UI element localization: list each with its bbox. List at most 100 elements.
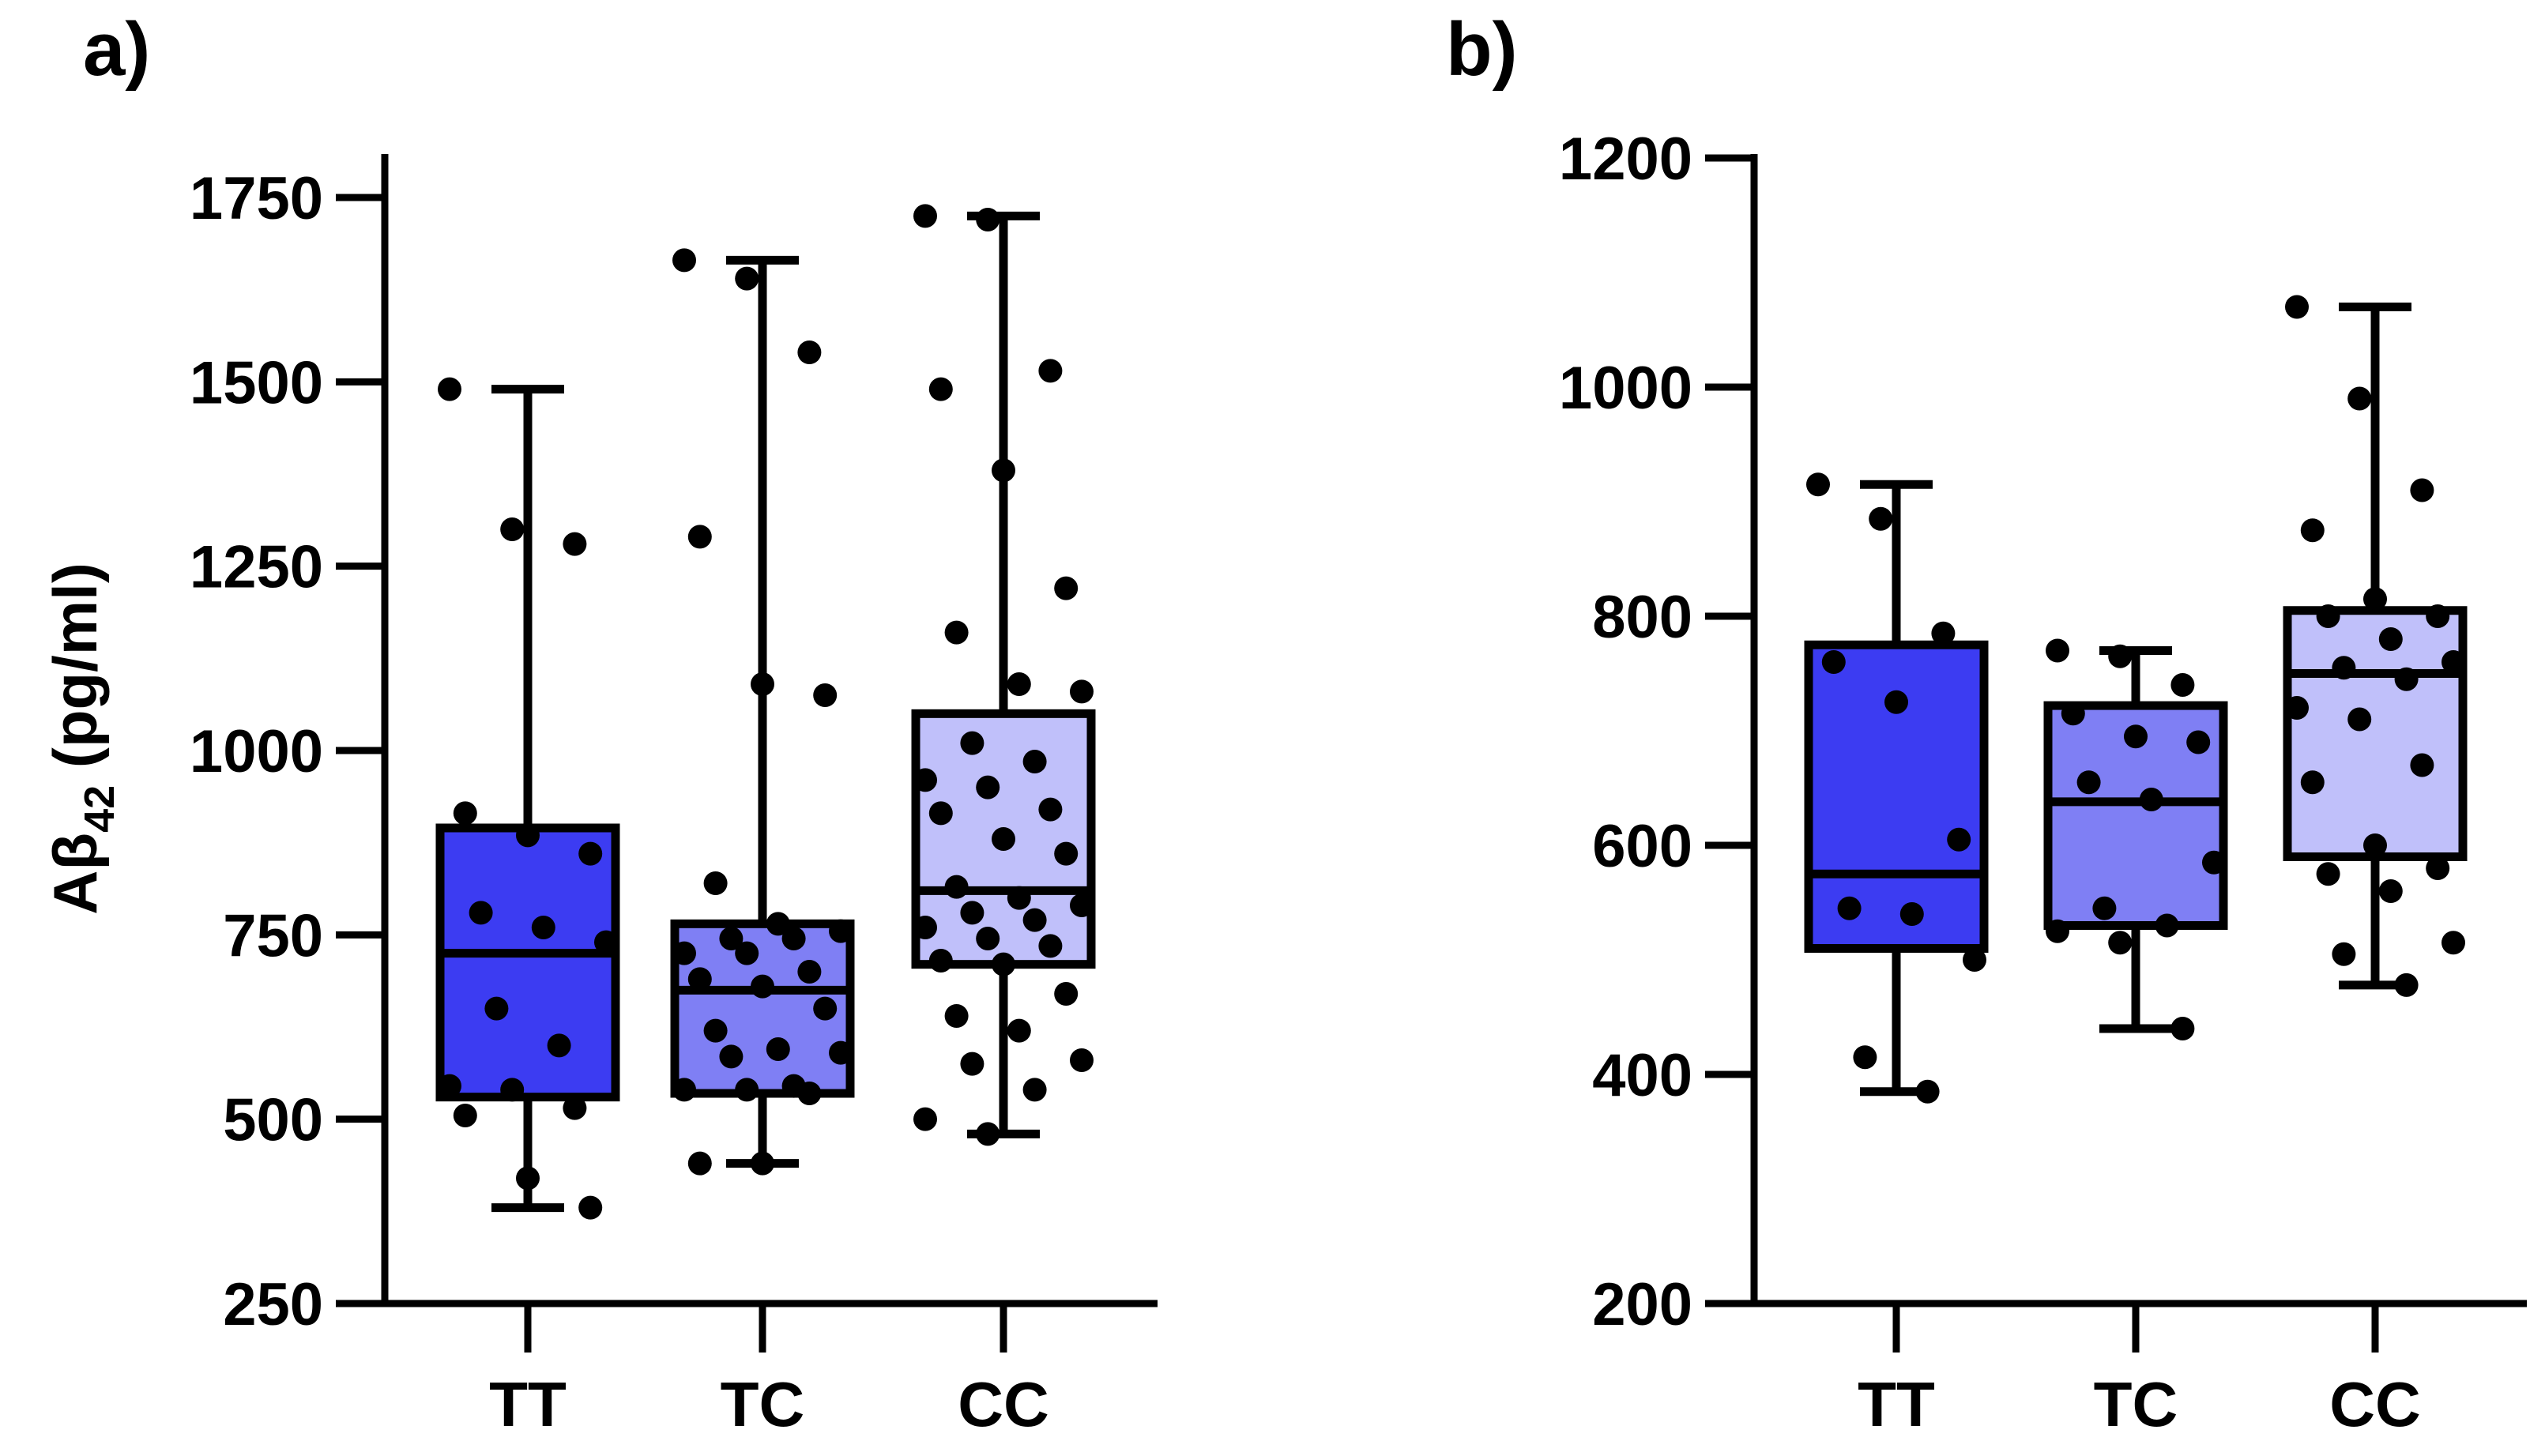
data-point <box>735 1078 759 1102</box>
data-point <box>813 996 838 1021</box>
data-point <box>1915 1079 1940 1104</box>
data-point <box>516 823 540 848</box>
x-category-label-b: CC <box>2329 1369 2421 1439</box>
box-a-TT <box>435 377 620 1220</box>
y-tick-label-b: 800 <box>1592 584 1692 651</box>
data-point <box>1837 896 1862 920</box>
data-point <box>2394 667 2419 691</box>
y-tick-label-b: 400 <box>1592 1042 1692 1109</box>
data-point <box>484 996 509 1021</box>
data-point <box>687 967 712 991</box>
x-category-label-a: CC <box>958 1369 1049 1439</box>
data-point <box>829 919 853 943</box>
data-point <box>813 683 838 707</box>
data-point <box>516 1166 540 1191</box>
data-point <box>1899 902 1924 926</box>
data-point <box>2285 696 2309 720</box>
data-point <box>751 672 774 696</box>
data-point <box>2300 770 2325 795</box>
data-point <box>1947 827 1971 852</box>
data-point <box>500 517 525 541</box>
data-point <box>2426 856 2450 880</box>
axes-a: 250 500 750 1000 1250 1500 1750 TT TC CC <box>190 154 1158 1439</box>
data-point <box>2139 788 2163 811</box>
data-point <box>913 916 937 939</box>
data-point <box>797 340 822 364</box>
data-point <box>2332 656 2356 680</box>
data-point <box>766 1037 790 1061</box>
box-a-CC <box>911 204 1096 1146</box>
x-category-label-b: TC <box>2094 1369 2178 1439</box>
data-point <box>976 208 1000 231</box>
box-a-TC <box>670 248 855 1176</box>
data-point <box>578 841 603 866</box>
data-point <box>2076 770 2101 795</box>
panel-a: a) Aβ42 (pg/ml) 250 500 750 1000 1250 1500 175… <box>40 7 1158 1439</box>
data-point <box>2046 638 2069 663</box>
data-point <box>1022 1078 1047 1102</box>
data-point <box>2441 650 2465 674</box>
data-point <box>2363 833 2387 857</box>
data-point <box>2426 604 2450 628</box>
y-tick-label-a: 250 <box>223 1271 323 1338</box>
data-point <box>944 1004 969 1028</box>
data-point <box>719 927 744 950</box>
data-point <box>1963 948 1986 972</box>
data-point <box>2410 478 2434 502</box>
data-point <box>547 1033 571 1058</box>
data-point <box>2316 604 2340 628</box>
data-point <box>2046 919 2069 943</box>
data-point <box>563 1096 587 1120</box>
data-point <box>960 901 984 925</box>
data-point <box>719 1044 744 1069</box>
data-point <box>1007 886 1031 910</box>
y-tick-label-b: 600 <box>1592 813 1692 880</box>
data-point <box>781 927 806 950</box>
y-tick-label-b: 200 <box>1592 1271 1692 1338</box>
x-category-label-a: TC <box>721 1369 805 1439</box>
data-point <box>2347 386 2372 411</box>
y-tick-label-a: 500 <box>223 1087 323 1154</box>
data-point <box>992 827 1015 851</box>
data-point <box>2092 896 2117 920</box>
data-point <box>594 930 618 954</box>
data-point <box>500 1078 525 1102</box>
data-point <box>1884 690 1908 714</box>
data-point <box>1054 576 1079 600</box>
data-point <box>2186 730 2211 754</box>
data-point <box>913 768 937 792</box>
data-point <box>672 1078 696 1102</box>
data-point <box>797 1082 822 1105</box>
data-point <box>1038 359 1063 383</box>
data-point <box>1853 1045 1877 1070</box>
data-point <box>1054 982 1079 1006</box>
y-tick-label-a: 750 <box>223 902 323 969</box>
data-point <box>2300 518 2325 543</box>
data-point <box>2410 753 2434 777</box>
data-point <box>944 620 969 645</box>
iqr-box <box>435 823 620 1102</box>
data-point <box>687 1151 712 1176</box>
y-tick-label-b: 1000 <box>1559 355 1692 422</box>
data-point <box>735 266 759 291</box>
data-point <box>578 1195 603 1220</box>
data-point <box>2347 707 2372 732</box>
data-point <box>1869 506 1893 531</box>
data-point <box>703 1018 728 1043</box>
data-point <box>913 204 937 228</box>
y-tick-label-a: 1500 <box>190 349 323 416</box>
data-point <box>2202 850 2226 875</box>
axes-b: 200 400 600 800 1000 1200 TT TC CC <box>1559 126 2527 1439</box>
boxes-a <box>435 204 1096 1220</box>
data-point <box>1054 841 1079 866</box>
data-point <box>751 974 774 999</box>
x-category-label-a: TT <box>489 1369 567 1439</box>
data-point <box>703 871 728 895</box>
data-point <box>438 377 461 401</box>
data-point <box>563 532 587 556</box>
data-point <box>2378 879 2403 903</box>
data-point <box>766 912 790 936</box>
data-point <box>829 1040 853 1065</box>
data-point <box>1931 621 1956 645</box>
data-point <box>992 458 1015 483</box>
